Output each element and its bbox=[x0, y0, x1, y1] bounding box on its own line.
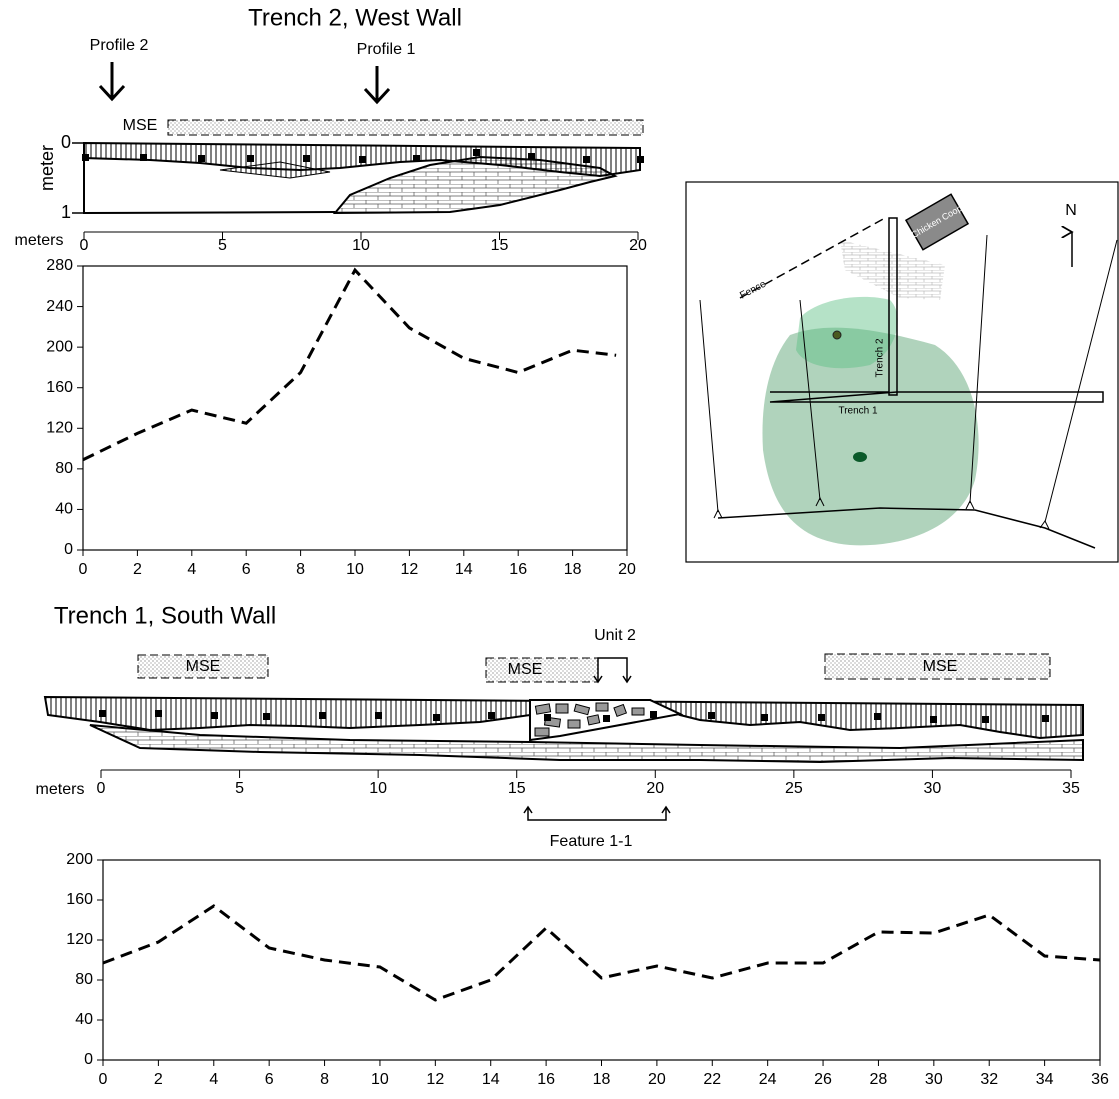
scale-tick-label: 10 bbox=[352, 237, 370, 254]
feature-dot bbox=[853, 452, 867, 462]
x-tick-label: 22 bbox=[703, 1071, 721, 1088]
y-tick-label: 0 bbox=[64, 541, 73, 558]
unit-arrows bbox=[594, 676, 631, 682]
scale-tick-label: 20 bbox=[629, 237, 647, 254]
x-tick-label: 14 bbox=[455, 561, 473, 578]
x-tick-label: 18 bbox=[593, 1071, 611, 1088]
mse-box bbox=[168, 120, 643, 135]
x-tick-label: 4 bbox=[209, 1071, 218, 1088]
depth-ticks bbox=[72, 143, 84, 213]
scale-tick-label: 0 bbox=[80, 237, 89, 254]
y-tick-label: 200 bbox=[46, 338, 73, 355]
profile-title: Trench 2, West Wall bbox=[248, 4, 462, 31]
x-tick-label: 6 bbox=[265, 1071, 274, 1088]
y-tick-label: 200 bbox=[66, 851, 93, 868]
x-tick-label: 8 bbox=[320, 1071, 329, 1088]
page: {"profile_top": {"title": "Trench 2, Wes… bbox=[0, 0, 1119, 1099]
arrow bbox=[100, 62, 124, 99]
x-tick-label: 34 bbox=[1036, 1071, 1054, 1088]
y-tick-label: 240 bbox=[46, 298, 73, 315]
y-tick-label: 40 bbox=[55, 501, 73, 518]
mse-label: MSE bbox=[123, 117, 158, 134]
y-tick-label: 80 bbox=[55, 460, 73, 477]
scale-tick-label: 25 bbox=[785, 780, 803, 797]
scale-tick-label: 5 bbox=[235, 780, 244, 797]
x-tick-label: 10 bbox=[346, 561, 364, 578]
x-tick-label: 10 bbox=[371, 1071, 389, 1088]
trench-label: Trench 1 bbox=[838, 406, 878, 417]
scale-label: meters bbox=[15, 232, 64, 249]
scale-tick-label: 15 bbox=[491, 237, 509, 254]
feature-bracket bbox=[524, 807, 670, 820]
profile-marker: Profile 2 bbox=[90, 37, 149, 54]
mse-label: MSE bbox=[186, 658, 221, 675]
depth-tick-label: 0 bbox=[61, 132, 71, 152]
depth-label: meter bbox=[37, 145, 57, 191]
x-tick-label: 12 bbox=[426, 1071, 444, 1088]
x-tick-label: 2 bbox=[133, 561, 142, 578]
y-tick-label: 40 bbox=[75, 1011, 93, 1028]
data-line bbox=[83, 270, 616, 460]
y-tick-label: 120 bbox=[46, 420, 73, 437]
x-tick-label: 20 bbox=[618, 561, 636, 578]
figure: Trench 2, West Wall Profile 2 Profile 1 … bbox=[0, 0, 1119, 1099]
feature-label: Feature 1-1 bbox=[550, 833, 633, 850]
data-line bbox=[103, 906, 1100, 1000]
depth-tick-label: 1 bbox=[61, 202, 71, 222]
x-tick-label: 16 bbox=[509, 561, 527, 578]
y-tick-label: 280 bbox=[46, 257, 73, 274]
scale-tick-label: 20 bbox=[646, 780, 664, 797]
scale-ticks: 0 5 10 15 20 bbox=[80, 232, 647, 254]
x-tick-label: 6 bbox=[242, 561, 251, 578]
x-tick-label: 14 bbox=[482, 1071, 500, 1088]
x-tick-label: 0 bbox=[99, 1071, 108, 1088]
site-map: Trench 2 Trench 1 Fence Chicken Coop N bbox=[686, 182, 1118, 562]
x-tick-label: 12 bbox=[401, 561, 419, 578]
scale-tick-label: 15 bbox=[508, 780, 526, 797]
unit-label: Unit 2 bbox=[594, 627, 636, 644]
scale-tick-label: 30 bbox=[924, 780, 942, 797]
unit-bracket bbox=[598, 658, 627, 682]
north-label: N bbox=[1065, 202, 1077, 219]
y-tick-label: 80 bbox=[75, 971, 93, 988]
x-tick-label: 18 bbox=[564, 561, 582, 578]
arrow bbox=[365, 66, 389, 102]
scale-tick-label: 35 bbox=[1062, 780, 1080, 797]
profile-marker: Profile 1 bbox=[357, 41, 416, 58]
x-tick-label: 24 bbox=[759, 1071, 777, 1088]
x-tick-label: 30 bbox=[925, 1071, 943, 1088]
bottom-profile: Trench 1, South Wall MSE MSE MSE Unit 2 … bbox=[36, 602, 1083, 850]
plot-frame bbox=[83, 266, 627, 550]
scale-tick-label: 10 bbox=[369, 780, 387, 797]
scale-label: meters bbox=[36, 781, 85, 798]
y-tick-label: 0 bbox=[84, 1051, 93, 1068]
y-tick-label: 160 bbox=[46, 379, 73, 396]
profile-title: Trench 1, South Wall bbox=[54, 602, 276, 629]
x-tick-label: 28 bbox=[870, 1071, 888, 1088]
x-tick-label: 20 bbox=[648, 1071, 666, 1088]
x-tick-label: 36 bbox=[1091, 1071, 1109, 1088]
plot-frame bbox=[103, 860, 1100, 1060]
scale-ticks: 0 5 10 15 20 25 30 35 bbox=[97, 770, 1080, 797]
scale-tick-label: 5 bbox=[218, 237, 227, 254]
mse-label: MSE bbox=[923, 658, 958, 675]
x-tick-label: 16 bbox=[537, 1071, 555, 1088]
scale-tick-label: 0 bbox=[97, 780, 106, 797]
x-tick-label: 2 bbox=[154, 1071, 163, 1088]
x-tick-label: 0 bbox=[79, 561, 88, 578]
y-tick-label: 160 bbox=[66, 891, 93, 908]
x-tick-label: 32 bbox=[980, 1071, 998, 1088]
x-tick-label: 26 bbox=[814, 1071, 832, 1088]
top-profile: Trench 2, West Wall Profile 2 Profile 1 … bbox=[15, 4, 647, 254]
y-tick-label: 120 bbox=[66, 931, 93, 948]
x-tick-label: 8 bbox=[296, 561, 305, 578]
x-tick-label: 4 bbox=[187, 561, 196, 578]
mse-label: MSE bbox=[508, 661, 543, 678]
trench-label: Trench 2 bbox=[875, 338, 886, 378]
feature-dot bbox=[833, 331, 841, 339]
